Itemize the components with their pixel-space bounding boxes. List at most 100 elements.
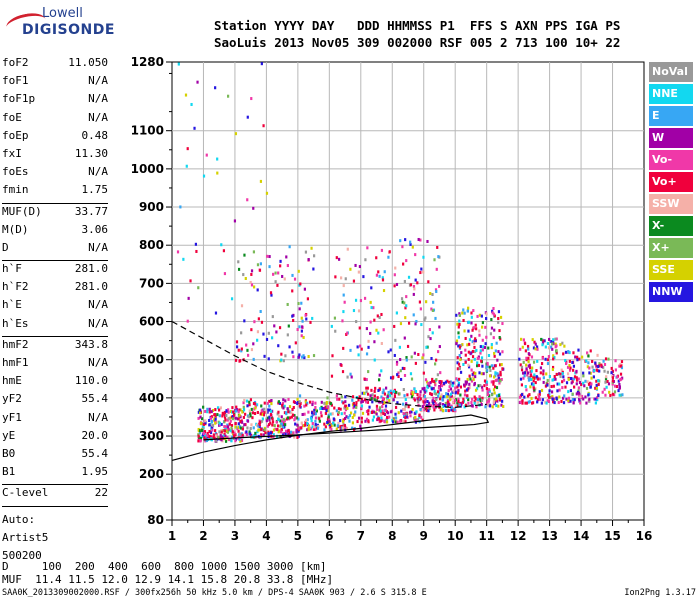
echo-point bbox=[278, 401, 282, 405]
echo-point bbox=[195, 249, 198, 253]
echo-point bbox=[248, 409, 251, 413]
echo-point bbox=[383, 413, 387, 417]
param-row: foF1 N/A bbox=[2, 74, 108, 92]
echo-point bbox=[295, 430, 298, 434]
y-tick-label: 300 bbox=[139, 429, 164, 443]
param-key: foF2 bbox=[2, 56, 29, 69]
echo-point bbox=[423, 403, 426, 407]
echo-point bbox=[471, 355, 475, 359]
echo-point bbox=[588, 366, 591, 370]
echo-point bbox=[520, 383, 524, 387]
echo-point bbox=[578, 397, 581, 401]
echo-point bbox=[577, 377, 580, 381]
echo-point bbox=[249, 432, 252, 436]
echo-point bbox=[562, 401, 566, 405]
echo-point bbox=[365, 417, 369, 421]
echo-point bbox=[375, 407, 379, 411]
echo-point bbox=[467, 329, 470, 333]
echo-point bbox=[290, 415, 293, 419]
echo-point bbox=[200, 421, 203, 425]
echo-point bbox=[532, 346, 536, 350]
echo-point bbox=[470, 397, 474, 401]
echo-point bbox=[302, 335, 305, 339]
echo-point bbox=[401, 366, 404, 370]
echo-point bbox=[611, 392, 614, 396]
echo-point bbox=[252, 342, 255, 346]
echo-point bbox=[463, 393, 467, 397]
echo-point bbox=[519, 347, 522, 351]
echo-point bbox=[395, 390, 398, 394]
echo-point bbox=[196, 80, 199, 84]
echo-point bbox=[311, 425, 314, 429]
echo-point bbox=[239, 426, 243, 430]
echo-point bbox=[310, 246, 313, 250]
echo-point bbox=[380, 312, 383, 316]
echo-point bbox=[249, 414, 252, 418]
echo-point bbox=[413, 398, 417, 402]
echo-point bbox=[587, 361, 590, 365]
echo-point bbox=[253, 434, 256, 438]
echo-point bbox=[360, 400, 363, 404]
echo-point bbox=[491, 311, 494, 315]
echo-point bbox=[497, 316, 500, 320]
echo-point bbox=[449, 387, 453, 391]
echo-point bbox=[299, 401, 302, 405]
echo-point bbox=[241, 425, 245, 429]
echo-point bbox=[426, 385, 429, 389]
echo-point bbox=[285, 255, 288, 259]
echo-point bbox=[433, 391, 436, 395]
echo-point bbox=[534, 342, 537, 346]
echo-point bbox=[496, 378, 499, 382]
echo-point bbox=[480, 385, 484, 389]
echo-point bbox=[594, 386, 597, 390]
echo-point bbox=[561, 341, 564, 345]
echo-point bbox=[555, 351, 558, 355]
echo-point bbox=[590, 382, 593, 386]
x-tick-label: 5 bbox=[294, 529, 302, 543]
echo-point bbox=[437, 350, 440, 354]
echo-point bbox=[539, 371, 542, 375]
echo-point bbox=[415, 418, 418, 422]
echo-point bbox=[446, 404, 450, 408]
param-value: N/A bbox=[88, 356, 108, 369]
echo-point bbox=[211, 428, 214, 432]
echo-point bbox=[288, 431, 291, 435]
echo-point bbox=[331, 412, 334, 416]
echo-point bbox=[298, 428, 301, 432]
logo-line1: Lowell bbox=[42, 6, 83, 21]
echo-point bbox=[495, 397, 498, 401]
echo-point bbox=[562, 378, 566, 382]
echo-point bbox=[282, 406, 285, 410]
echo-point bbox=[536, 359, 539, 363]
echo-point bbox=[569, 366, 572, 370]
echo-point bbox=[349, 267, 352, 271]
echo-point bbox=[428, 401, 431, 405]
echo-point bbox=[497, 404, 500, 408]
param-value: N/A bbox=[88, 165, 108, 179]
echo-point bbox=[544, 357, 547, 361]
echo-point bbox=[458, 313, 461, 317]
echo-point bbox=[464, 348, 467, 352]
echo-point bbox=[280, 358, 283, 362]
echo-point bbox=[297, 302, 300, 306]
echo-point bbox=[496, 358, 499, 362]
echo-point bbox=[426, 345, 429, 349]
echo-point bbox=[444, 409, 448, 413]
echo-point bbox=[265, 337, 269, 341]
echo-point bbox=[312, 427, 315, 431]
echo-point bbox=[468, 386, 471, 390]
echo-point bbox=[234, 409, 237, 413]
echo-point bbox=[281, 274, 284, 278]
echo-point bbox=[277, 430, 280, 434]
x-tick-label: 14 bbox=[573, 529, 590, 543]
echo-point bbox=[234, 433, 237, 437]
echo-point bbox=[420, 323, 423, 327]
echo-point bbox=[475, 405, 478, 409]
echo-point bbox=[259, 179, 263, 183]
echo-point bbox=[431, 308, 434, 312]
echo-point bbox=[456, 322, 459, 326]
echo-point bbox=[424, 400, 427, 404]
echo-point bbox=[411, 245, 414, 249]
echo-point bbox=[427, 335, 430, 339]
echo-point bbox=[381, 278, 385, 282]
